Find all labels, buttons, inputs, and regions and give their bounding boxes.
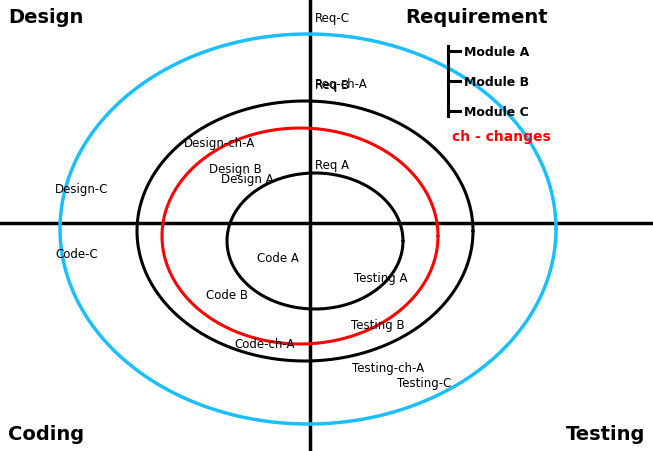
Text: Design-ch-A: Design-ch-A (184, 137, 255, 150)
Text: Design A: Design A (221, 173, 274, 186)
Text: Module C: Module C (464, 105, 529, 118)
Text: Code-ch-A: Code-ch-A (234, 338, 295, 350)
Text: Code B: Code B (206, 288, 248, 301)
Text: Req B: Req B (315, 79, 349, 92)
Text: Testing B: Testing B (351, 318, 405, 331)
Text: Testing A: Testing A (354, 272, 407, 284)
Text: Testing: Testing (565, 424, 645, 443)
Text: Req-C: Req-C (315, 12, 350, 25)
Text: Requirement: Requirement (405, 8, 547, 27)
Text: Code-C: Code-C (55, 247, 98, 260)
Text: Coding: Coding (8, 424, 84, 443)
Text: Req A: Req A (315, 159, 349, 172)
Text: Code A: Code A (257, 251, 299, 264)
Text: ch - changes: ch - changes (452, 130, 550, 144)
Text: Module B: Module B (464, 75, 529, 88)
Text: Design: Design (8, 8, 84, 27)
Text: Testing-C: Testing-C (397, 377, 451, 390)
Text: Design B: Design B (209, 162, 262, 175)
Text: Testing-ch-A: Testing-ch-A (352, 362, 424, 375)
Text: Design-C: Design-C (55, 182, 108, 195)
Text: Req-ch-A: Req-ch-A (315, 78, 368, 91)
Text: Module A: Module A (464, 46, 529, 58)
